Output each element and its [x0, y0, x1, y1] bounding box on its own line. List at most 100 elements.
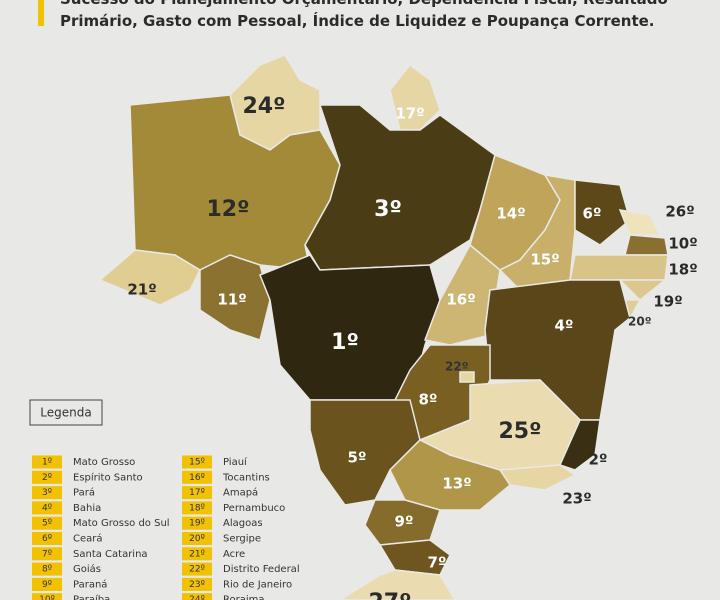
legend-name: Distrito Federal: [223, 564, 300, 575]
legend-rank: 4º: [42, 503, 52, 513]
legend-name: Alagoas: [223, 518, 263, 529]
legend-name: Rio de Janeiro: [223, 579, 292, 590]
legend-rank: 9º: [42, 580, 52, 590]
legend-rank: 21º: [189, 549, 205, 559]
state-rank: 13º: [442, 475, 471, 493]
state-rank: 6º: [583, 205, 602, 223]
legend-name: Goiás: [73, 563, 101, 575]
legend-rank: 22º: [189, 565, 205, 575]
legend-rank-box: [32, 547, 62, 561]
state-region: [574, 179, 631, 246]
legend-rank-box: [182, 516, 212, 530]
state-rank: 21º: [127, 281, 156, 299]
legend-rank-box: [32, 470, 62, 484]
state-region: [304, 104, 496, 271]
state-region: [199, 254, 271, 341]
state-region: [624, 234, 669, 256]
state-rank: 10º: [668, 235, 697, 253]
legend-rank: 8º: [42, 565, 52, 575]
legend-rank-box: [32, 577, 62, 591]
legend-rank-box: [32, 532, 62, 545]
legend-name: Santa Catarina: [73, 549, 148, 560]
state-rank: 22º: [445, 360, 469, 374]
legend-name: Paraná: [73, 578, 107, 590]
legend-rank: 17º: [189, 488, 205, 498]
legend-title: Legenda: [40, 406, 91, 420]
legend-name: Roraima: [223, 595, 265, 600]
legend-name: Espírito Santo: [73, 471, 143, 483]
legend-rank-box: [32, 562, 62, 576]
legend-name: Bahia: [73, 503, 101, 514]
legend-name: Tocantins: [222, 472, 270, 483]
state-rank: 1º: [331, 330, 359, 355]
legend-rank-box: [182, 532, 212, 545]
legend-name: Sergipe: [223, 534, 261, 545]
state-region: [558, 419, 601, 471]
legend-name: Mato Grosso do Sul: [73, 518, 170, 529]
legend-name: Amapá: [223, 487, 258, 499]
legend-rank: 19º: [189, 519, 205, 529]
legend-name: Ceará: [73, 533, 103, 545]
legend-rank: 20º: [189, 534, 205, 544]
accent-bar: [38, 0, 44, 26]
legend-rank-box: [182, 577, 212, 591]
legend-rank: 1º: [42, 458, 52, 468]
legend-rank-box: [182, 486, 212, 500]
header-line: Sucesso do Planejamento Orçamentário, De…: [60, 0, 668, 8]
legend-rank: 6º: [42, 534, 52, 544]
state-rank: 4º: [555, 317, 574, 335]
state-rank: 12º: [206, 197, 249, 222]
state-region: [618, 209, 662, 236]
legend-rank-box: [182, 470, 212, 484]
legend-rank: 7º: [42, 549, 52, 559]
legend-name: Paraíba: [73, 594, 110, 600]
state-rank: 18º: [668, 261, 697, 279]
legend-title-box: [29, 399, 103, 426]
state-rank: 17º: [395, 105, 424, 123]
legend-rank-box: [182, 562, 212, 576]
legend-name: Piauí: [223, 456, 248, 468]
state-rank: 15º: [530, 251, 559, 269]
state-rank: 23º: [562, 490, 591, 508]
legend-rank-box: [182, 593, 212, 600]
legend-rank: 2º: [42, 473, 52, 483]
state-region: [338, 569, 456, 600]
state-rank: 19º: [653, 293, 682, 311]
state-rank: 27º: [368, 590, 411, 600]
state-rank: 9º: [395, 513, 414, 531]
legend-rank: 10º: [39, 595, 55, 600]
map: [98, 54, 669, 600]
state-region: [389, 439, 511, 511]
legend-rank: 18º: [189, 503, 205, 513]
legend-name: Pará: [73, 487, 95, 499]
state-region: [618, 279, 668, 302]
legend-rank: 15º: [189, 458, 205, 468]
legend-name: Acre: [223, 549, 245, 560]
state-rank: 16º: [446, 291, 475, 309]
map-labels: 24º 17º 12º 3º 21º 11º 1º 14º 6º 26º 10º…: [127, 94, 697, 600]
legend-rank-box: [32, 501, 62, 515]
legend-rank-box: [182, 455, 212, 469]
legend-rank: 16º: [189, 473, 205, 483]
legend-rank-box: [182, 547, 212, 561]
state-rank: 20º: [628, 315, 652, 329]
legend-rank: 3º: [42, 488, 52, 498]
legend-rank-box: [32, 486, 62, 500]
legend-rank: 5º: [42, 519, 52, 529]
state-rank: 2º: [589, 451, 608, 469]
state-region: [459, 371, 475, 383]
state-rank: 3º: [374, 197, 402, 222]
state-rank: 5º: [348, 449, 367, 467]
state-region: [378, 539, 451, 576]
legend-name: Pernambuco: [223, 503, 285, 514]
state-region: [569, 254, 669, 281]
legend-rank: 24º: [189, 595, 205, 600]
legend-name: Mato Grosso: [73, 457, 135, 468]
legend-rank: 23º: [189, 580, 205, 590]
legend-rank-box: [32, 455, 62, 469]
state-rank: 7º: [428, 554, 447, 572]
state-region: [498, 464, 577, 491]
state-rank: 8º: [419, 391, 438, 409]
header-line: Primário, Gasto com Pessoal, Índice de L…: [60, 11, 655, 30]
